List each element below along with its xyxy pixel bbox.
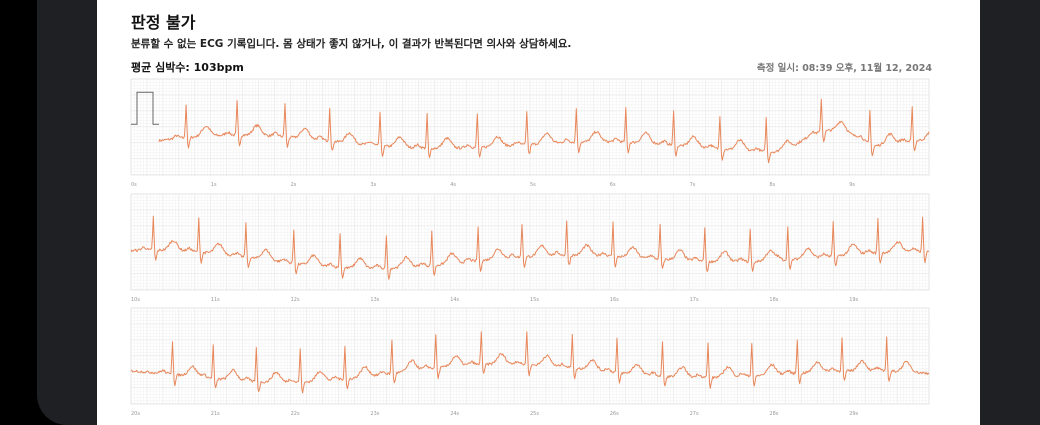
time-tick-label: 28s	[769, 411, 778, 417]
result-description: 분류할 수 없는 ECG 기록입니다. 몸 상태가 좋지 않거나, 이 결과가 …	[131, 38, 572, 50]
time-tick-label: 2s	[291, 182, 297, 188]
time-tick-label: 0s	[131, 182, 137, 188]
time-tick-label: 7s	[690, 182, 696, 188]
time-tick-label: 13s	[370, 297, 379, 303]
time-tick-label: 24s	[450, 411, 459, 417]
time-tick-label: 29s	[849, 411, 858, 417]
ecg-trace-1	[158, 98, 930, 164]
measured-date: 측정 일시: 08:39 오후, 11월 12, 2024	[756, 63, 932, 74]
time-tick-label: 1s	[211, 182, 217, 188]
time-tick-label: 14s	[450, 297, 459, 303]
ecg-trace-3	[130, 331, 930, 394]
page-title: 판정 불가	[131, 13, 196, 32]
time-tick-label: 22s	[291, 411, 300, 417]
time-tick-label: 21s	[211, 411, 220, 417]
average-heart-rate: 평균 심박수: 103bpm	[131, 61, 244, 74]
time-tick-label: 16s	[610, 297, 619, 303]
time-tick-label: 25s	[530, 411, 539, 417]
left-frame	[37, 0, 107, 425]
time-tick-label: 5s	[530, 182, 536, 188]
time-tick-label: 9s	[849, 182, 855, 188]
ecg-trace-2	[130, 215, 930, 280]
time-tick-label: 26s	[610, 411, 619, 417]
right-frame	[975, 0, 1040, 425]
time-tick-label: 8s	[769, 182, 775, 188]
time-tick-label: 10s	[131, 297, 140, 303]
time-tick-label: 17s	[690, 297, 699, 303]
time-tick-label: 11s	[211, 297, 220, 303]
time-tick-label: 3s	[370, 182, 376, 188]
time-tick-label: 12s	[291, 297, 300, 303]
time-tick-label: 19s	[849, 297, 858, 303]
calibration-pulse	[131, 91, 159, 125]
time-tick-label: 23s	[370, 411, 379, 417]
time-tick-label: 15s	[530, 297, 539, 303]
time-tick-label: 4s	[450, 182, 456, 188]
time-tick-label: 6s	[610, 182, 616, 188]
time-tick-label: 27s	[690, 411, 699, 417]
time-tick-label: 20s	[131, 411, 140, 417]
time-tick-label: 18s	[769, 297, 778, 303]
